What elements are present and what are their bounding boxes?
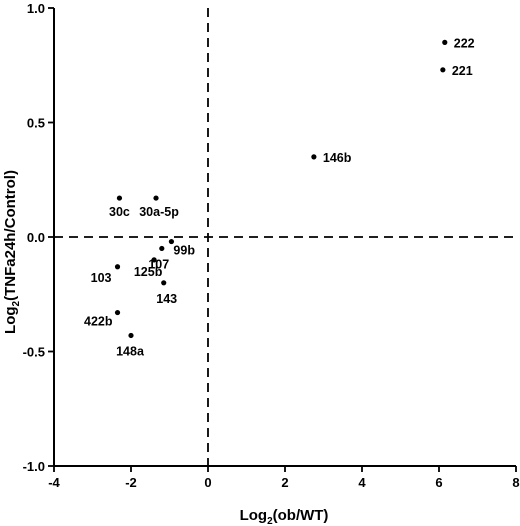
point-label: 99b: [173, 244, 195, 258]
data-point: [442, 39, 448, 45]
y-tick-label: 1.0: [27, 1, 45, 16]
x-axis-title: Log2(ob/WT): [240, 507, 329, 526]
x-tick-label: -4: [48, 475, 60, 490]
y-tick-label: -0.5: [23, 345, 45, 360]
x-tick-label: -2: [125, 475, 137, 490]
data-point: [153, 195, 159, 201]
reference-lines: [54, 8, 516, 466]
x-axis-title-base: Log: [240, 507, 268, 524]
x-tick-label: 4: [358, 475, 366, 490]
point-label: 125b: [134, 265, 163, 279]
ticks: -4 -2 0 2 4 6 8 -1.0 -0.5 0.0 0.5 1.0: [23, 1, 520, 490]
data-point: [114, 264, 121, 270]
x-tick-label: 2: [281, 475, 288, 490]
point-label: 143: [156, 292, 177, 306]
data-point: [159, 245, 165, 252]
data-point: [128, 332, 134, 339]
y-tick-label: 0.5: [27, 116, 45, 131]
point-label: 222: [454, 36, 475, 50]
data-point: [440, 67, 446, 73]
y-axis-title-base: Log: [2, 306, 19, 334]
x-tick-label: 8: [512, 475, 519, 490]
point-label: 30c: [109, 205, 130, 219]
data-point: [311, 154, 317, 160]
point-label: 221: [452, 64, 473, 78]
y-tick-label: 0.0: [27, 230, 45, 245]
point-label: 422b: [84, 315, 113, 329]
y-axis-title: Log2(TNFa24h/Control): [2, 170, 22, 334]
point-label: 103: [91, 271, 112, 285]
y-axis-title-rest: (TNFa24h/Control): [2, 170, 19, 301]
point-label: 148a: [116, 344, 145, 358]
data-point: [116, 195, 123, 201]
x-tick-label: 6: [435, 475, 442, 490]
data-point: [168, 238, 175, 245]
point-label: 146b: [323, 151, 352, 165]
data-point: [161, 280, 167, 286]
x-axis-title-sub: 2: [267, 516, 273, 526]
point-label: 30a-5p: [139, 205, 179, 219]
x-tick-label: 0: [204, 475, 211, 490]
data-point: [151, 257, 157, 263]
y-axis-title-sub: 2: [11, 300, 22, 306]
y-tick-label: -1.0: [23, 459, 45, 474]
x-axis-title-rest: (ob/WT): [273, 507, 329, 524]
data-point: [114, 309, 121, 316]
